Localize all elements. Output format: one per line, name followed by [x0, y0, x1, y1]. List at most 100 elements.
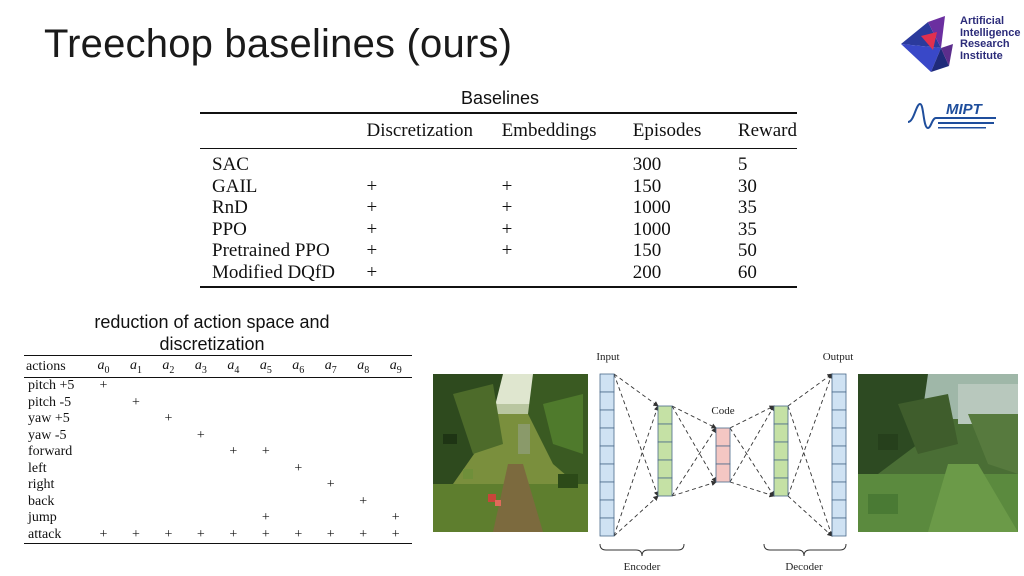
- action-mark-cell: [379, 411, 412, 428]
- baselines-cell-episodes: 200: [632, 261, 662, 283]
- action-mark-cell: [217, 477, 249, 494]
- baselines-cell-embeddings: +: [501, 218, 513, 240]
- baselines-table: Discretization Embeddings Episodes Rewar…: [200, 112, 797, 288]
- actions-caption: reduction of action space and discretiza…: [94, 312, 330, 354]
- baselines-cell-embeddings: +: [501, 197, 513, 218]
- action-col-header: a0: [97, 357, 110, 376]
- action-mark-cell: +: [261, 444, 270, 459]
- action-mark-cell: [217, 494, 249, 511]
- action-mark-cell: +: [229, 526, 238, 542]
- connection-line: [729, 405, 775, 483]
- action-mark-cell: [185, 461, 217, 478]
- action-mark-cell: +: [359, 526, 368, 542]
- action-col-header: a5: [259, 357, 272, 376]
- action-mark-cell: +: [391, 510, 400, 525]
- action-mark-cell: +: [261, 526, 270, 542]
- action-mark-cell: +: [326, 477, 335, 492]
- baselines-cell-discretization: [354, 149, 489, 176]
- action-mark-cell: [250, 428, 282, 445]
- action-row: forward + +: [24, 444, 412, 461]
- baselines-cell-reward: 35: [737, 197, 757, 218]
- action-col-header: a9: [389, 357, 402, 376]
- action-mark-cell: [315, 461, 347, 478]
- action-mark-cell: [347, 428, 379, 445]
- connection-line: [613, 495, 659, 537]
- connection-line: [671, 405, 717, 483]
- input-layer-cell: [599, 427, 615, 447]
- action-row-name: yaw +5: [28, 411, 70, 426]
- action-mark-cell: [152, 444, 184, 461]
- airi-logo-text: Artificial Intelligence Research Institu…: [960, 15, 1021, 62]
- baselines-cell-embeddings: +: [501, 240, 513, 261]
- action-row: attack + + + + + + + + + +: [24, 527, 412, 544]
- baselines-cell-discretization: +: [366, 240, 378, 261]
- action-mark-cell: +: [196, 526, 205, 542]
- action-mark-cell: [87, 510, 119, 527]
- action-mark-cell: [250, 461, 282, 478]
- action-mark-cell: [282, 378, 314, 395]
- action-mark-cell: [347, 444, 379, 461]
- baselines-col-discretization: Discretization: [366, 120, 474, 141]
- action-mark-cell: +: [131, 526, 140, 542]
- baselines-row: Pretrained PPO + +150 50: [200, 240, 797, 262]
- connection-line: [787, 373, 833, 407]
- encoder-hidden-layer-cell: [657, 405, 673, 425]
- action-mark-cell: [315, 494, 347, 511]
- action-mark-cell: [282, 395, 314, 412]
- connection-line: [613, 373, 659, 407]
- action-col-header: a8: [357, 357, 370, 376]
- output-layer-cell: [831, 517, 847, 537]
- action-mark-cell: [282, 494, 314, 511]
- decoder-label: Decoder: [785, 561, 823, 573]
- connection-line: [787, 373, 834, 497]
- baselines-header-row: Discretization Embeddings Episodes Rewar…: [200, 113, 797, 149]
- action-row-name: forward: [28, 444, 73, 459]
- decoder-hidden-layer-cell: [773, 423, 789, 443]
- action-mark-cell: [217, 428, 249, 445]
- action-mark-cell: [152, 477, 184, 494]
- action-mark-cell: [87, 494, 119, 511]
- action-mark-cell: [120, 510, 152, 527]
- action-mark-cell: [152, 510, 184, 527]
- connection-line: [613, 373, 660, 497]
- mipt-logo: MIPT: [907, 101, 996, 130]
- action-mark-cell: [315, 411, 347, 428]
- action-row: pitch -5 +: [24, 395, 412, 412]
- baselines-row: RnD + +1000 35: [200, 197, 797, 219]
- action-col-header: a7: [324, 357, 337, 376]
- action-mark-cell: [347, 411, 379, 428]
- action-mark-cell: [379, 494, 412, 511]
- encoder-hidden-layer-cell: [657, 459, 673, 479]
- action-row: back +: [24, 494, 412, 511]
- svg-text:MIPT: MIPT: [946, 101, 984, 118]
- action-mark-cell: [217, 395, 249, 412]
- action-mark-cell: +: [131, 394, 140, 410]
- action-mark-cell: [250, 378, 282, 395]
- baselines-col-episodes: Episodes: [632, 120, 702, 141]
- action-col-header: a4: [227, 357, 240, 376]
- action-row-name: jump: [28, 510, 57, 525]
- action-mark-cell: [315, 378, 347, 395]
- encoder-hidden-layer-cell: [657, 423, 673, 443]
- output-layer-cell: [831, 481, 847, 501]
- baselines-cell-reward: 35: [737, 218, 757, 240]
- action-mark-cell: [152, 494, 184, 511]
- baselines-caption: Baselines: [461, 88, 540, 108]
- output-layer-cell: [831, 373, 847, 393]
- action-mark-cell: [379, 428, 412, 445]
- baselines-cell-episodes: 150: [632, 175, 662, 197]
- connection-line: [613, 405, 660, 537]
- code-layer-cell: [715, 463, 731, 483]
- baselines-cell-method: Modified DQfD: [212, 261, 335, 283]
- action-mark-cell: [185, 411, 217, 428]
- input-layer-cell: [599, 463, 615, 483]
- output-layer-cell: [831, 445, 847, 465]
- action-mark-cell: [152, 378, 184, 395]
- baselines-col-method: [200, 113, 354, 149]
- autoencoder-diagram: Input Output Code Encoder Decoder: [596, 351, 853, 573]
- baselines-cell-method: SAC: [212, 154, 249, 175]
- code-label: Code: [711, 405, 734, 417]
- action-mark-cell: +: [261, 510, 270, 525]
- baselines-cell-embeddings: [490, 262, 621, 288]
- action-mark-cell: +: [294, 526, 303, 542]
